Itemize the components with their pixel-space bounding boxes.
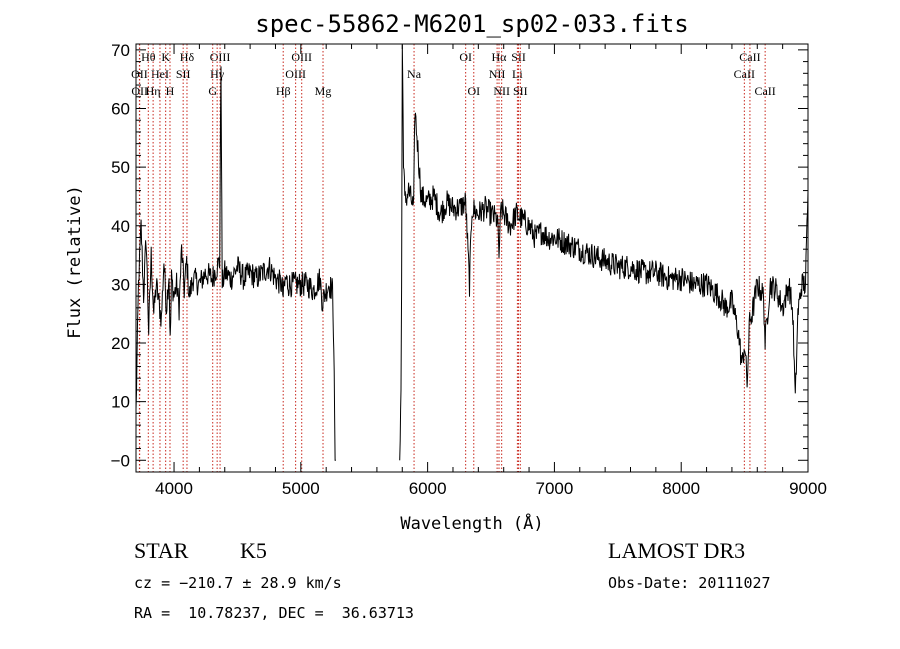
line-marker-label: NII <box>493 84 510 98</box>
object-class: STAR <box>134 538 189 563</box>
x-axis-label: Wavelength (Å) <box>400 512 543 534</box>
x-tick-label: 8000 <box>662 479 700 498</box>
line-marker-label: CaII <box>754 84 775 98</box>
y-tick-label: 50 <box>111 158 130 177</box>
line-marker-label: Mg <box>315 84 332 98</box>
y-axis-label: Flux (relative) <box>65 185 85 339</box>
y-tick-label: 20 <box>111 334 130 353</box>
y-tick-label: 40 <box>111 217 130 236</box>
x-tick-label: 5000 <box>282 479 320 498</box>
survey-name: LAMOST DR3 <box>608 538 746 563</box>
line-marker-label: SII <box>513 84 528 98</box>
flux-series <box>135 44 809 461</box>
chart-title: spec-55862-M6201_sp02-033.fits <box>255 10 688 38</box>
object-subclass: K5 <box>240 538 267 563</box>
line-marker-label: OIII <box>285 67 306 81</box>
line-marker-label: Hη <box>146 84 161 98</box>
y-tick-label: 30 <box>111 275 130 294</box>
line-marker-label: OIII <box>210 50 231 64</box>
line-marker-label: SII <box>176 67 191 81</box>
line-marker-label: Na <box>407 67 422 81</box>
line-marker-label: OIII <box>291 50 312 64</box>
redshift-cz: cz = −210.7 ± 28.9 km/s <box>134 574 342 592</box>
y-tick-label: 10 <box>111 393 130 412</box>
y-tick-label: 70 <box>111 41 130 60</box>
line-marker-label: H <box>166 84 175 98</box>
series-line <box>135 44 809 461</box>
line-marker-label: HeI <box>151 67 169 81</box>
y-tick-label: −0 <box>111 451 130 470</box>
line-marker-label: OII <box>131 67 148 81</box>
x-tick-label: 6000 <box>409 479 447 498</box>
y-tick-label: 60 <box>111 99 130 118</box>
line-marker-label: SII <box>511 50 526 64</box>
observation-date: Obs-Date: 20111027 <box>608 574 771 592</box>
line-marker-label: NII <box>489 67 506 81</box>
line-marker-label: Hθ <box>141 50 156 64</box>
x-tick-label: 7000 <box>536 479 574 498</box>
line-marker-label: Hβ <box>276 84 291 98</box>
line-marker-label: Hα <box>492 50 508 64</box>
line-marker-label: Li <box>512 67 523 81</box>
x-tick-label: 9000 <box>789 479 827 498</box>
line-marker-label: Hδ <box>180 50 195 64</box>
plot-frame <box>135 43 809 473</box>
coordinates: RA = 10.78237, DEC = 36.63713 <box>134 604 414 622</box>
line-marker-label: K <box>161 50 170 64</box>
line-marker-label: CaII <box>734 67 755 81</box>
line-marker-label: OI <box>459 50 472 64</box>
plot-axes: 4000 5000 6000 7000 8000 9000 −0 10 20 30 40 50 60 70 <box>111 41 827 498</box>
x-tick-label: 4000 <box>155 479 193 498</box>
line-marker-label: OI <box>467 84 480 98</box>
line-marker-label: CaII <box>739 50 760 64</box>
line-marker-label: G <box>208 84 217 98</box>
